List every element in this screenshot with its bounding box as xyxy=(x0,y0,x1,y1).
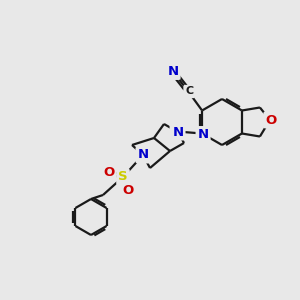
Text: N: N xyxy=(167,65,178,78)
Text: O: O xyxy=(265,113,277,127)
Text: N: N xyxy=(172,125,183,138)
Text: N: N xyxy=(172,125,184,139)
Text: O: O xyxy=(103,166,115,178)
Text: S: S xyxy=(118,170,128,184)
Text: N: N xyxy=(197,128,208,141)
Text: N: N xyxy=(137,148,148,161)
Text: C: C xyxy=(185,86,193,97)
Text: O: O xyxy=(122,184,134,197)
